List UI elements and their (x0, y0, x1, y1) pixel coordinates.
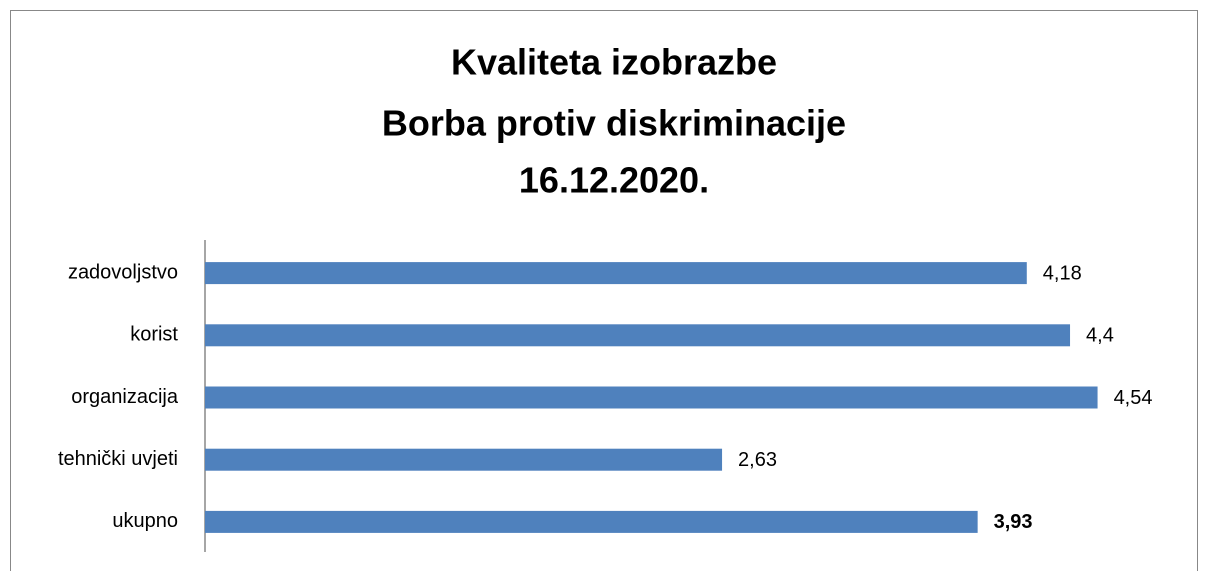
y-tick-label: tehnički uvjeti (58, 448, 178, 470)
data-label: 4,54 (1114, 387, 1153, 409)
data-label: 3,93 (994, 511, 1033, 533)
y-tick-label: ukupno (112, 510, 178, 532)
chart-title: Borba protiv diskriminacije (382, 103, 846, 144)
data-label: 4,4 (1086, 325, 1114, 347)
y-tick-label: korist (130, 324, 178, 346)
chart-title: Kvaliteta izobrazbe (451, 42, 777, 83)
bar (205, 262, 1027, 285)
bar (205, 448, 723, 471)
data-label: 2,63 (738, 449, 777, 471)
y-tick-label: organizacija (71, 386, 179, 408)
bar (205, 324, 1071, 347)
data-label: 4,18 (1043, 262, 1082, 284)
y-tick-label: zadovoljstvo (68, 261, 178, 283)
chart-title: 16.12.2020. (519, 160, 709, 201)
bar (205, 510, 978, 533)
bar (205, 386, 1098, 409)
chart-border (10, 10, 1198, 571)
